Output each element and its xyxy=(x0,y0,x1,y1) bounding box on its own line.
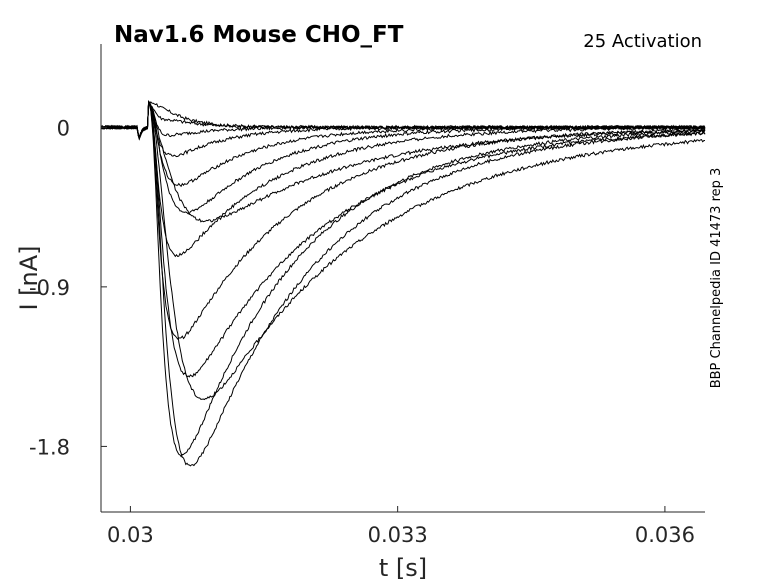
y-tick-label: 0 xyxy=(57,116,70,140)
chart-title: Nav1.6 Mouse CHO_FT xyxy=(114,22,404,48)
y-axis-label: I [nA] xyxy=(15,245,43,310)
x-tick-label: 0.03 xyxy=(107,523,154,547)
current-trace-10 xyxy=(100,101,706,379)
y-tick-group: 0 -0.9 -1.8 xyxy=(29,116,107,459)
current-trace-2 xyxy=(100,99,706,138)
x-tick-label: 0.033 xyxy=(368,523,428,547)
current-trace-7 xyxy=(100,100,706,223)
current-trace-9 xyxy=(100,100,706,340)
current-trace-6 xyxy=(100,102,706,215)
x-tick-group: 0.03 0.033 0.036 xyxy=(107,506,695,547)
plot-area: 0.03 0.033 0.036 0 -0.9 -1.8 xyxy=(29,44,706,547)
current-trace-8 xyxy=(100,102,706,258)
current-trace-1 xyxy=(100,101,706,140)
current-trace-11 xyxy=(100,101,706,401)
y-tick-label: -0.9 xyxy=(29,276,70,300)
current-trace-13 xyxy=(100,101,706,467)
current-trace-4 xyxy=(100,100,706,158)
protocol-annotation: 25 Activation xyxy=(583,31,702,52)
x-axis-label: t [s] xyxy=(379,554,427,582)
channelpedia-id-note: BBP Channelpedia ID 41473 rep 3 xyxy=(709,168,724,389)
current-trace-12 xyxy=(100,101,706,458)
trace-group xyxy=(100,99,706,467)
current-trace-5 xyxy=(100,102,706,188)
x-tick-label: 0.036 xyxy=(635,523,695,547)
y-tick-label: -1.8 xyxy=(29,435,70,459)
